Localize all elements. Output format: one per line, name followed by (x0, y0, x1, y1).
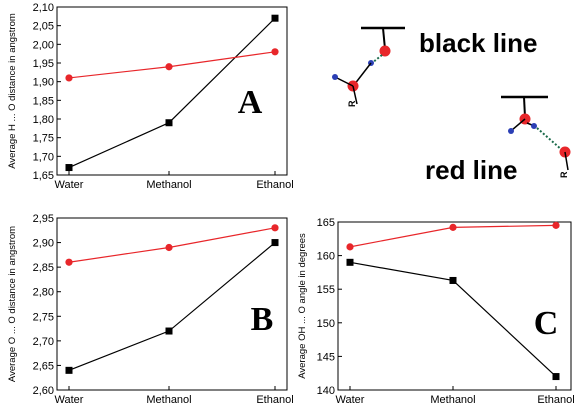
hydrogen-atom-icon (531, 123, 537, 129)
black-line-label: black line (419, 28, 538, 58)
legend-black-line: R black line (332, 26, 538, 107)
data-point-circle (271, 224, 279, 232)
y-tick-label: 1,95 (33, 58, 54, 70)
x-tick-label: Water (55, 179, 84, 191)
y-tick-label: 2,60 (33, 385, 54, 397)
oxygen-atom-icon (379, 45, 391, 57)
y-tick-label: 1,80 (33, 114, 54, 126)
y-tick-label: 160 (317, 251, 335, 263)
r-group-label: R (347, 100, 357, 107)
y-tick-label: 2,85 (33, 262, 54, 274)
data-point-square (449, 276, 457, 284)
y-tick-label: 150 (317, 318, 335, 330)
bond-line-icon (353, 62, 372, 86)
x-tick-label: Ethanol (256, 394, 293, 406)
data-point-circle (449, 223, 457, 231)
x-tick-label: Methanol (430, 394, 475, 406)
y-tick-label: 1,85 (33, 95, 54, 107)
panel-b-chart: 2,60 2,65 2,70 2,75 2,80 2,85 2,90 2,95 Water Me… (7, 213, 294, 406)
red-series-line (68, 227, 276, 263)
data-point-circle (346, 243, 354, 251)
y-tick-label: 2,65 (33, 360, 54, 372)
data-point-square (346, 258, 354, 266)
y-tick-label: 1,65 (33, 170, 54, 182)
panel-c-series (346, 221, 560, 381)
y-tick-label: 145 (317, 351, 335, 363)
y-tick-label: 2,80 (33, 287, 54, 299)
data-point-square (165, 119, 173, 127)
hydrogen-atom-icon (332, 74, 338, 80)
panel-b-ylabel: Average O ... O distance in angstrom (7, 226, 18, 382)
legend-red-line: R red line (425, 95, 571, 185)
y-tick-label: 2,90 (33, 238, 54, 250)
panel-a-x-ticks: Water Methanol Ethanol (55, 171, 294, 191)
data-point-circle (165, 243, 173, 252)
bond-line-icon (511, 118, 526, 131)
x-tick-label: Water (55, 394, 84, 406)
y-tick-label: 1,90 (33, 77, 54, 89)
x-tick-label: Ethanol (256, 179, 293, 191)
y-tick-label: 2,70 (33, 336, 54, 348)
data-point-circle (65, 74, 73, 82)
bond-line-icon (526, 122, 533, 126)
black-series-line (68, 242, 276, 371)
x-tick-label: Water (336, 394, 365, 406)
y-tick-label: 140 (317, 385, 335, 397)
panel-c-x-ticks: Water Methanol Ethanol (336, 386, 575, 406)
y-tick-label: 1,75 (33, 133, 54, 145)
panel-a-ylabel: Average H ... O distance in angstrom (7, 13, 18, 169)
panel-b-frame (56, 217, 288, 391)
panel-c-letter: C (534, 305, 559, 342)
panel-a-y-ticks: 1,65 1,70 1,75 1,80 1,85 1,90 1,95 2,00 2,05 2,10 (33, 2, 61, 182)
data-point-square (165, 327, 173, 335)
data-point-square (271, 14, 279, 22)
panel-a-series (65, 14, 279, 172)
data-point-circle (165, 63, 173, 71)
y-tick-label: 2,95 (33, 213, 54, 225)
data-point-circle (65, 258, 73, 266)
y-tick-label: 2,75 (33, 311, 54, 323)
data-point-circle (271, 48, 279, 56)
panel-c-y-ticks: 140 145 150 155 160 165 (317, 217, 342, 397)
panel-b-y-ticks: 2,60 2,65 2,70 2,75 2,80 2,85 2,90 2,95 (33, 213, 61, 397)
panel-b-letter: B (251, 301, 274, 338)
dotted-bond-icon (536, 127, 563, 151)
data-point-square (552, 373, 560, 381)
bond-line-icon (352, 85, 358, 105)
data-point-square (65, 164, 73, 172)
y-tick-label: 165 (317, 217, 335, 229)
data-point-square (271, 239, 279, 247)
panel-a-frame (56, 6, 288, 176)
panel-a-chart: 1,65 1,70 1,75 1,80 1,85 1,90 1,95 2,00 2,05 2,10… (7, 2, 294, 191)
bond-line-icon (334, 76, 354, 87)
bond-line-icon (564, 151, 569, 171)
data-point-circle (552, 221, 560, 229)
panel-c-frame (337, 221, 572, 391)
r-group-label: R (559, 171, 569, 178)
hydrogen-atom-icon (508, 128, 514, 134)
x-tick-label: Methanol (146, 394, 191, 406)
panel-a-letter: A (238, 84, 263, 121)
panel-b-x-ticks: Water Methanol Ethanol (55, 386, 294, 406)
panel-c-ylabel: Average OH ... O angle in degrees (297, 233, 308, 379)
y-tick-label: 155 (317, 284, 335, 296)
y-tick-label: 2,00 (33, 39, 54, 51)
data-point-square (65, 366, 73, 374)
red-line-label: red line (425, 155, 517, 185)
x-tick-label: Methanol (146, 179, 191, 191)
y-tick-label: 2,10 (33, 2, 54, 14)
panel-b-series (65, 224, 279, 374)
y-tick-label: 1,70 (33, 151, 54, 163)
y-tick-label: 2,05 (33, 21, 54, 33)
bond-line-icon (382, 27, 386, 50)
x-tick-label: Ethanol (537, 394, 574, 406)
